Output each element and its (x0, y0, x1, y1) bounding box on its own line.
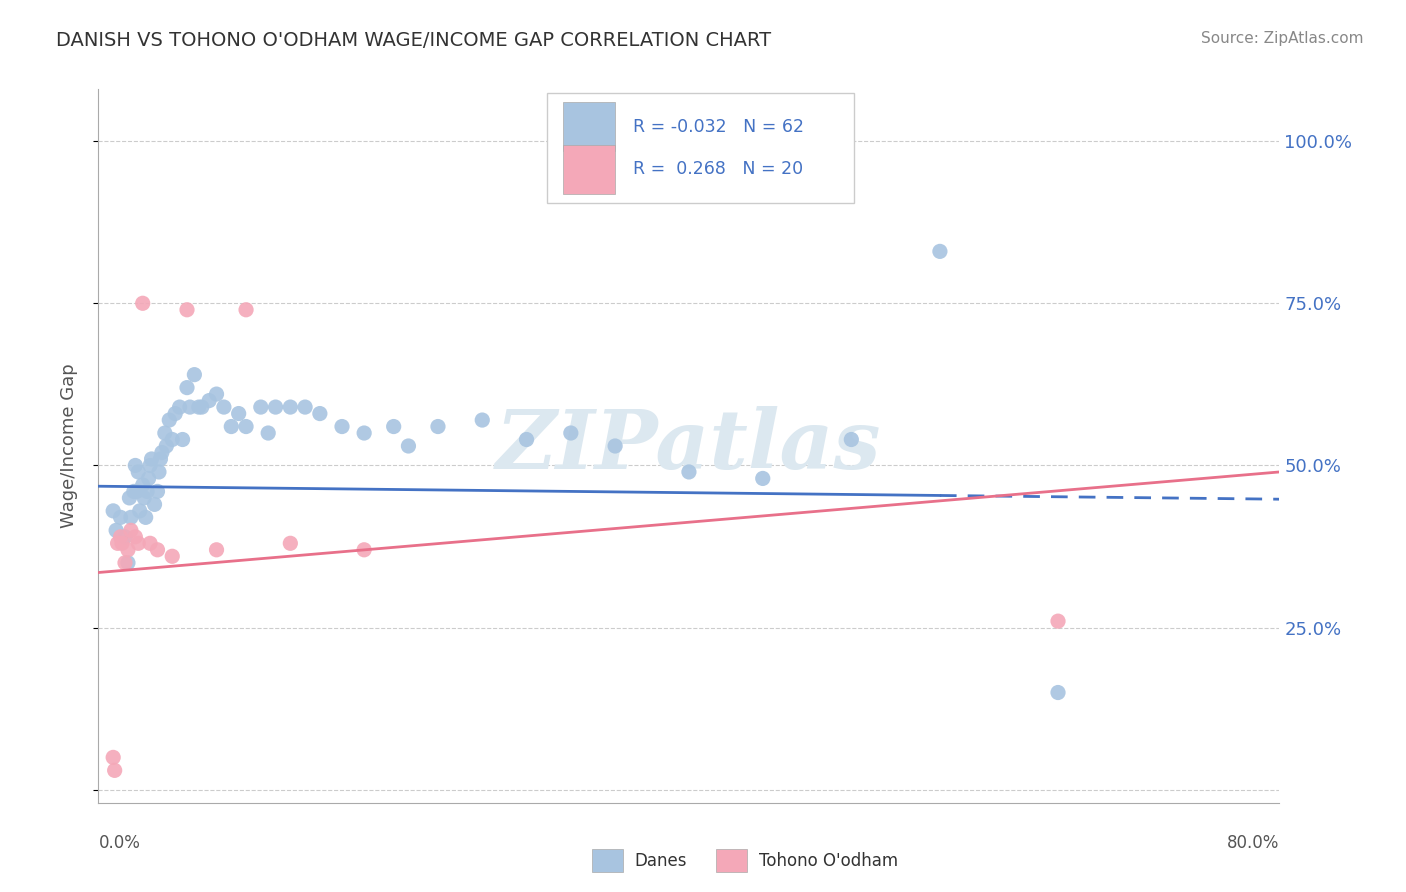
Point (278, 536, 302, 550)
Point (191, 400, 214, 414)
Point (149, 452, 172, 467)
Y-axis label: Wage/Income Gap: Wage/Income Gap (59, 364, 77, 528)
Point (143, 497, 166, 511)
Point (127, 536, 149, 550)
Point (172, 433, 194, 447)
Point (132, 478, 155, 492)
Point (153, 425, 176, 440)
Point (139, 458, 162, 473)
Point (515, 433, 537, 447)
Point (183, 368, 205, 382)
Point (250, 400, 273, 414)
Point (427, 419, 450, 434)
Point (1046, 685, 1069, 699)
Point (134, 491, 156, 505)
Point (150, 445, 173, 459)
Point (114, 556, 136, 570)
Point (382, 419, 405, 434)
Point (107, 536, 129, 550)
Point (841, 433, 863, 447)
Point (103, 504, 125, 518)
Point (165, 407, 187, 421)
Point (146, 484, 169, 499)
Point (235, 302, 257, 317)
Point (179, 400, 201, 414)
Point (198, 393, 221, 408)
Point (105, 524, 128, 538)
Point (928, 244, 950, 259)
Point (187, 400, 209, 414)
Point (138, 471, 160, 485)
Point (294, 400, 316, 414)
Point (278, 400, 302, 414)
Point (110, 530, 132, 544)
Point (124, 530, 146, 544)
FancyBboxPatch shape (562, 102, 614, 152)
FancyBboxPatch shape (592, 849, 623, 872)
Point (396, 439, 419, 453)
Point (155, 439, 177, 453)
Point (118, 491, 141, 505)
Point (169, 400, 191, 414)
Point (235, 419, 257, 434)
Point (330, 419, 353, 434)
Point (353, 425, 375, 440)
Point (148, 465, 170, 479)
Point (132, 296, 155, 310)
Point (205, 387, 228, 401)
Point (114, 530, 136, 544)
Point (111, 536, 134, 550)
Point (212, 400, 235, 414)
Point (103, 750, 125, 764)
Point (128, 504, 150, 518)
Text: 0.0%: 0.0% (98, 834, 141, 852)
Point (136, 484, 159, 499)
FancyBboxPatch shape (716, 849, 747, 872)
Text: DANISH VS TOHONO O'ODHAM WAGE/INCOME GAP CORRELATION CHART: DANISH VS TOHONO O'ODHAM WAGE/INCOME GAP… (56, 31, 772, 50)
Point (257, 425, 280, 440)
Point (205, 542, 228, 557)
Point (751, 471, 773, 485)
Point (125, 484, 148, 499)
FancyBboxPatch shape (547, 93, 855, 203)
Point (139, 536, 162, 550)
Point (120, 524, 142, 538)
Point (219, 419, 242, 434)
Point (110, 510, 132, 524)
Point (146, 542, 169, 557)
Point (104, 764, 127, 778)
Point (176, 381, 198, 395)
Point (353, 542, 375, 557)
Text: Danes: Danes (634, 852, 688, 870)
Point (309, 407, 332, 421)
Point (120, 510, 142, 524)
Point (605, 439, 627, 453)
Point (124, 458, 146, 473)
FancyBboxPatch shape (562, 145, 614, 194)
Text: Tohono O'odham: Tohono O'odham (759, 852, 898, 870)
Point (176, 302, 198, 317)
Point (162, 433, 183, 447)
Point (1046, 614, 1069, 628)
Text: ZIPatlas: ZIPatlas (496, 406, 882, 486)
Point (122, 484, 145, 499)
Point (127, 465, 149, 479)
Text: R = -0.032   N = 62: R = -0.032 N = 62 (634, 118, 804, 136)
Point (141, 452, 163, 467)
Text: Source: ZipAtlas.com: Source: ZipAtlas.com (1201, 31, 1364, 46)
Point (162, 549, 183, 564)
Point (560, 425, 582, 440)
Text: R =  0.268   N = 20: R = 0.268 N = 20 (634, 161, 804, 178)
Point (157, 413, 180, 427)
Point (228, 407, 250, 421)
Point (678, 465, 700, 479)
Point (135, 510, 157, 524)
Point (264, 400, 287, 414)
Text: 80.0%: 80.0% (1227, 834, 1279, 852)
Point (117, 556, 139, 570)
Point (471, 413, 494, 427)
Point (117, 542, 139, 557)
